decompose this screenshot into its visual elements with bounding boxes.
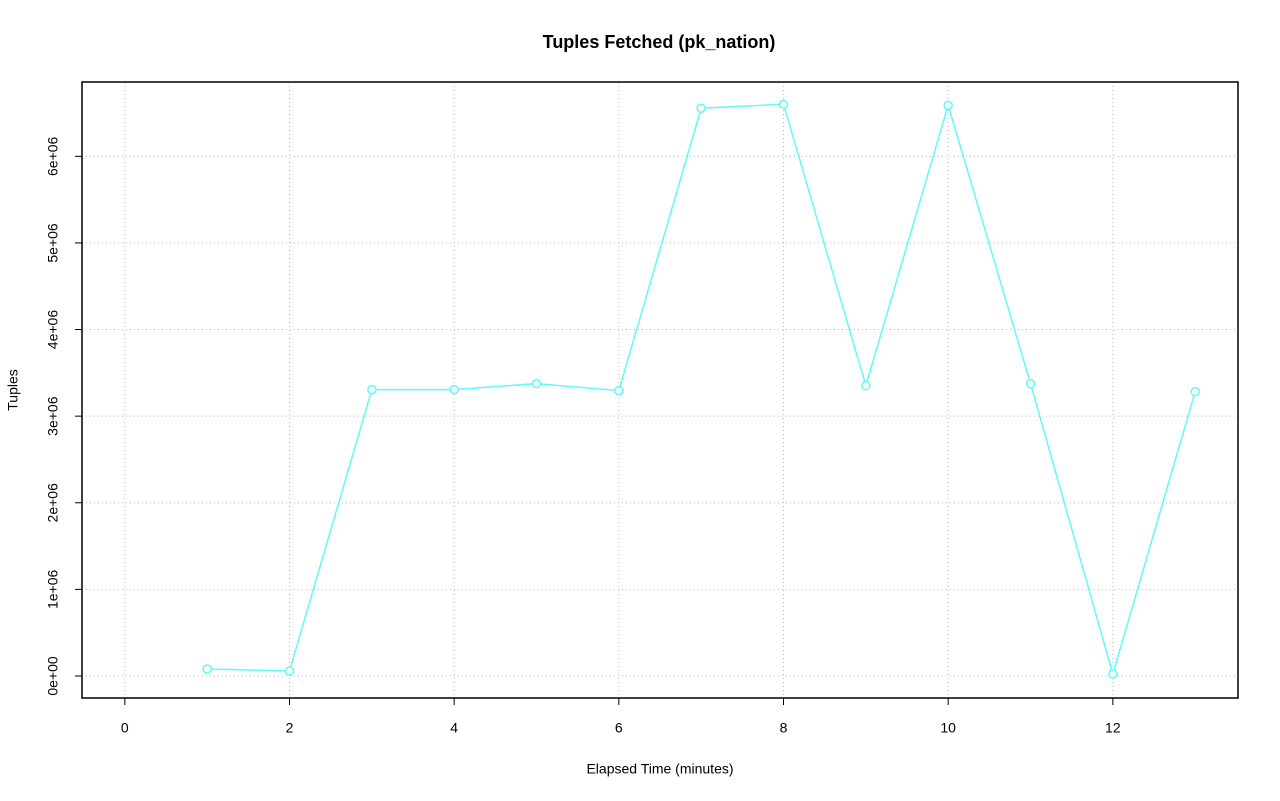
x-tick-label: 6	[615, 720, 623, 736]
data-point	[778, 99, 789, 110]
data-point	[943, 100, 953, 110]
plot-frame	[81, 81, 1239, 699]
chart-title: Tuples Fetched (pk_nation)	[543, 32, 776, 52]
x-tick-label: 0	[121, 720, 129, 736]
data-point	[861, 380, 871, 391]
data-point	[367, 384, 377, 395]
y-tick-label: 2e+06	[45, 483, 61, 523]
y-tick-label: 3e+06	[45, 396, 61, 436]
x-tick-label: 12	[1105, 720, 1121, 736]
data-point	[531, 378, 542, 389]
x-tick-label: 8	[780, 720, 788, 736]
y-tick-label: 5e+06	[45, 223, 61, 263]
data-point	[1025, 378, 1036, 389]
data-point	[696, 103, 706, 113]
x-tick-label: 10	[940, 720, 956, 736]
x-axis-label: Elapsed Time (minutes)	[586, 761, 733, 777]
data-point	[1108, 669, 1118, 679]
data-point	[284, 666, 295, 676]
y-tick-label: 6e+06	[45, 136, 61, 176]
x-tick-label: 2	[286, 720, 294, 736]
data-point	[449, 384, 459, 395]
data-point	[1190, 386, 1200, 397]
y-tick-label: 1e+06	[45, 570, 61, 610]
data-point	[614, 385, 624, 396]
data-point	[202, 664, 212, 674]
y-axis-label: Tuples	[5, 369, 21, 411]
y-tick-label: 0e+00	[45, 656, 61, 696]
x-tick-label: 4	[450, 720, 458, 736]
y-tick-label: 4e+06	[45, 310, 61, 350]
